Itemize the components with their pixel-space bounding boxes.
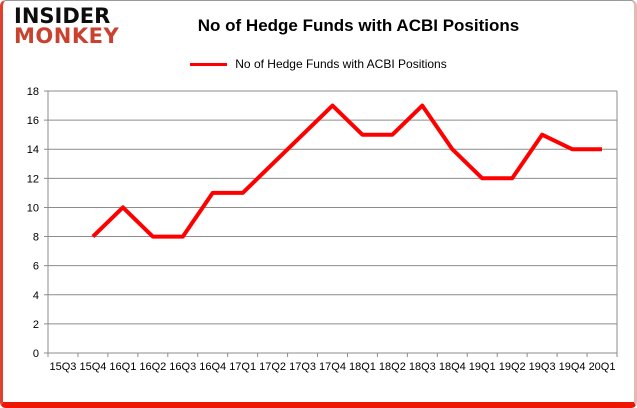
y-axis-tick-label: 14: [27, 144, 39, 156]
logo-monkey-text: MONKEY: [14, 23, 120, 48]
y-axis-tick-label: 6: [33, 261, 39, 273]
x-axis-tick-label: 18Q1: [349, 361, 376, 373]
x-axis-tick-label: 16Q4: [199, 361, 226, 373]
x-axis-tick-label: 17Q3: [289, 361, 316, 373]
x-axis-tick-label: 15Q3: [50, 361, 77, 373]
chart-title: No of Hedge Funds with ACBI Positions: [197, 16, 520, 35]
x-axis-tick-label: 19Q3: [529, 361, 556, 373]
x-axis-tick-label: 19Q4: [559, 361, 586, 373]
insider-monkey-logo: INSIDER MONKEY: [14, 4, 120, 48]
series-line: [91, 103, 602, 239]
x-axis-tick-label: 16Q1: [109, 361, 136, 373]
chart-legend: No of Hedge Funds with ACBI Positions: [3, 57, 634, 71]
legend-line-swatch: [190, 62, 228, 66]
x-axis-tick-label: 20Q1: [589, 361, 616, 373]
y-axis-tick-label: 8: [33, 232, 39, 244]
y-axis-tick-label: 12: [27, 173, 39, 185]
x-axis-tick-label: 18Q3: [409, 361, 436, 373]
x-axis-tick-label: 18Q4: [439, 361, 466, 373]
x-axis-tick-label: 17Q2: [259, 361, 286, 373]
x-axis-tick-label: 16Q2: [139, 361, 166, 373]
x-axis-tick-label: 15Q4: [79, 361, 106, 373]
y-axis-tick-label: 16: [27, 115, 39, 127]
x-axis-tick-label: 18Q2: [379, 361, 406, 373]
x-axis-tick-label: 19Q2: [499, 361, 526, 373]
legend-label: No of Hedge Funds with ACBI Positions: [235, 57, 447, 71]
x-axis-tick-label: 16Q3: [169, 361, 196, 373]
x-axis-tick-label: 17Q1: [229, 361, 256, 373]
x-axis-tick-label: 19Q1: [469, 361, 496, 373]
y-axis-tick-label: 10: [27, 202, 39, 214]
y-axis-tick-label: 2: [33, 319, 39, 331]
logo-insider-text: INSIDER: [14, 4, 111, 28]
y-axis-tick-label: 4: [33, 290, 39, 302]
x-axis-tick-label: 17Q4: [319, 361, 346, 373]
y-axis-tick-label: 18: [27, 86, 39, 98]
y-axis-tick-label: 0: [33, 348, 39, 360]
